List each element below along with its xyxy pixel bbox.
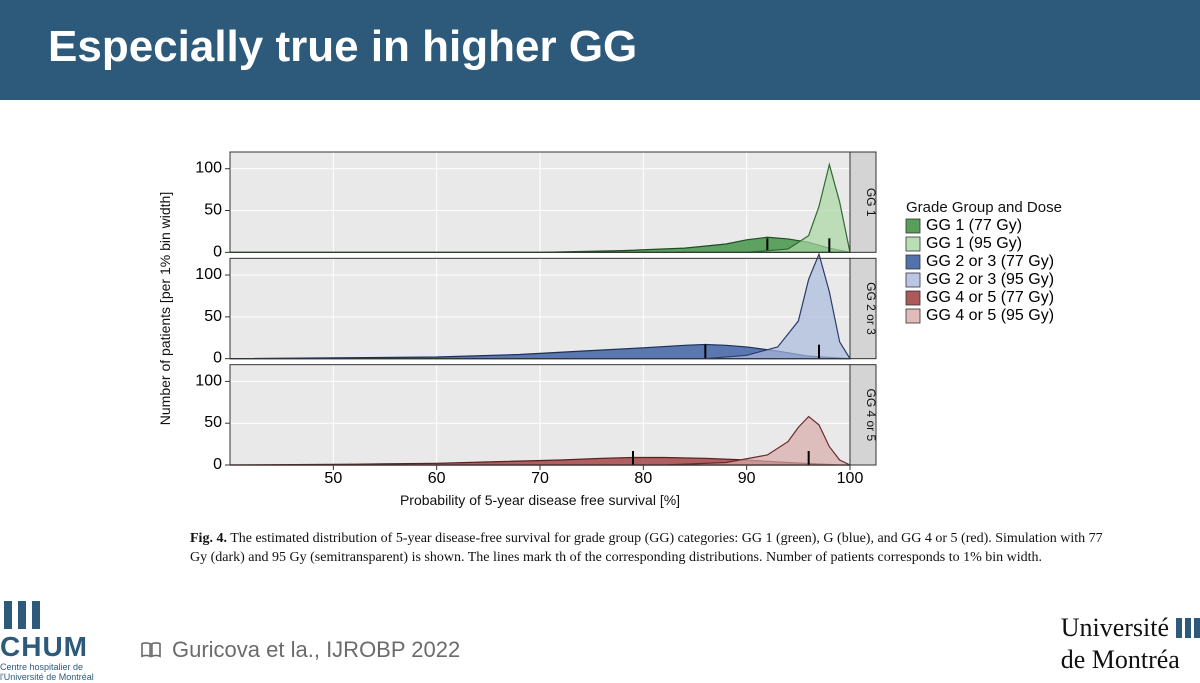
- citation-text: Guricova et la., IJROBP 2022: [172, 637, 460, 663]
- book-icon: [140, 641, 162, 659]
- distribution-chart: Number of patients [per 1% bin width] 0 50…: [150, 140, 1070, 520]
- svg-text:90: 90: [738, 470, 756, 487]
- svg-text:100: 100: [195, 266, 222, 283]
- svg-text:GG 1 (77 Gy): GG 1 (77 Gy): [926, 217, 1022, 234]
- chum-logo-subtext: Centre hospitalier de l'Université de Mo…: [0, 663, 115, 683]
- udem-logo: Université de Montréa: [1061, 613, 1200, 675]
- udem-line2: de Montréa: [1061, 645, 1200, 675]
- chart-figure: Number of patients [per 1% bin width] 0 50…: [150, 140, 1070, 520]
- svg-text:50: 50: [204, 414, 222, 431]
- svg-text:50: 50: [204, 308, 222, 325]
- chum-logo-bars: [4, 601, 115, 629]
- svg-text:GG 2 or 3 (77 Gy): GG 2 or 3 (77 Gy): [926, 253, 1054, 270]
- citation: Guricova et la., IJROBP 2022: [140, 637, 460, 663]
- svg-text:GG 4 or 5 (95 Gy): GG 4 or 5 (95 Gy): [926, 307, 1054, 324]
- svg-text:GG 4 or 5 (77 Gy): GG 4 or 5 (77 Gy): [926, 289, 1054, 306]
- svg-text:GG 1 (95 Gy): GG 1 (95 Gy): [926, 235, 1022, 252]
- svg-text:GG 1: GG 1: [864, 188, 878, 217]
- svg-text:70: 70: [531, 470, 549, 487]
- caption-body: The estimated distribution of 5-year dis…: [190, 531, 1103, 565]
- svg-text:Grade Group and Dose: Grade Group and Dose: [906, 199, 1062, 216]
- svg-text:GG 2 or 3: GG 2 or 3: [864, 282, 878, 335]
- svg-text:0: 0: [213, 456, 222, 473]
- udem-mark: [1173, 615, 1200, 645]
- svg-text:100: 100: [837, 470, 864, 487]
- figure-caption: Fig. 4. The estimated distribution of 5-…: [190, 530, 1120, 568]
- svg-text:80: 80: [634, 470, 652, 487]
- caption-lead: Fig. 4.: [190, 531, 227, 546]
- title-bar: Especially true in higher GG: [0, 0, 1200, 100]
- svg-text:100: 100: [195, 160, 222, 177]
- svg-text:0: 0: [213, 350, 222, 367]
- svg-text:GG 4 or 5: GG 4 or 5: [864, 388, 878, 441]
- chum-logo: CHUM Centre hospitalier de l'Université …: [0, 601, 115, 683]
- svg-text:50: 50: [204, 202, 222, 219]
- udem-line1: Université: [1061, 613, 1169, 642]
- svg-text:100: 100: [195, 372, 222, 389]
- slide: Especially true in higher GG Number of p…: [0, 0, 1200, 683]
- chum-logo-text: CHUM: [0, 633, 115, 661]
- svg-text:GG 2 or 3 (95 Gy): GG 2 or 3 (95 Gy): [926, 271, 1054, 288]
- page-title: Especially true in higher GG: [48, 22, 1160, 72]
- svg-text:Number of patients [per 1% bin: Number of patients [per 1% bin width]: [157, 192, 173, 425]
- svg-text:50: 50: [324, 470, 342, 487]
- svg-text:0: 0: [213, 243, 222, 260]
- svg-text:Probability of 5-year disease: Probability of 5-year disease free survi…: [400, 492, 680, 508]
- svg-text:60: 60: [428, 470, 446, 487]
